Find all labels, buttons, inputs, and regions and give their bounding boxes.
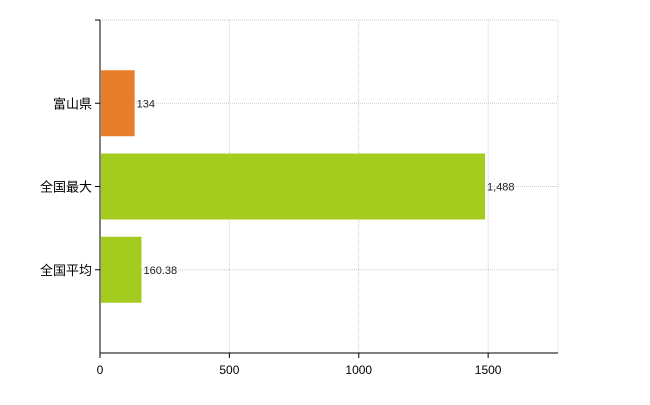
bar-2 (101, 153, 486, 220)
bar-1 (101, 70, 135, 137)
value-label: 1,488 (487, 182, 515, 194)
x-tick-label: 500 (219, 363, 239, 377)
category-label: 全国最大 (40, 180, 92, 195)
category-label: 富山県 (53, 96, 92, 111)
bar-3 (101, 236, 142, 303)
x-tick-label: 1500 (475, 363, 502, 377)
x-tick-label: 1000 (345, 363, 372, 377)
x-tick-label: 0 (97, 363, 104, 377)
value-label: 134 (137, 98, 155, 110)
value-label: 160.38 (143, 265, 177, 277)
category-label: 全国平均 (40, 263, 92, 278)
